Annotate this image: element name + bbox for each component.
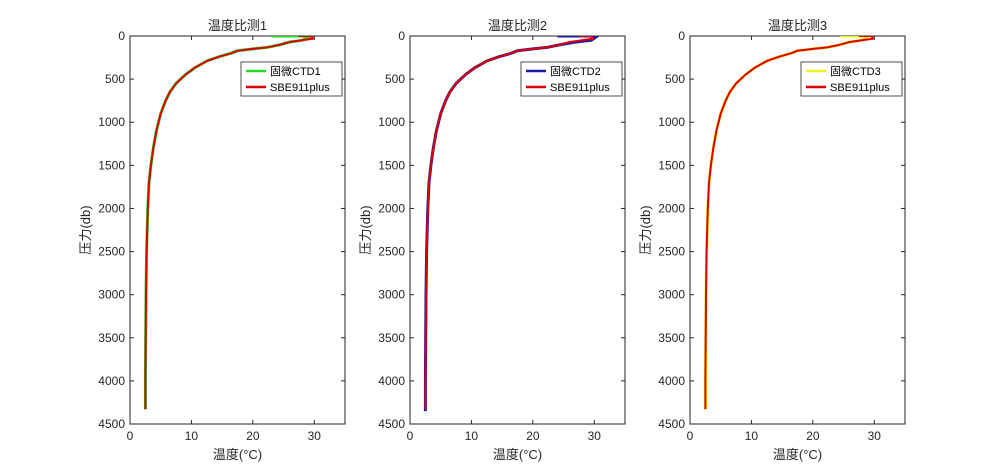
y-tick-label: 3000	[378, 288, 405, 302]
legend-box	[240, 61, 343, 97]
y-tick-label: 3000	[98, 288, 125, 302]
x-tick-label: 20	[526, 429, 540, 443]
y-tick-label: 0	[118, 29, 125, 43]
legend: 固微CTD2 SBE911plus	[520, 61, 623, 97]
y-tick-label: 500	[385, 72, 405, 86]
legend: 固微CTD3 SBE911plus	[800, 61, 903, 97]
x-tick-label: 0	[127, 429, 134, 443]
legend-label: 固微CTD3	[830, 64, 881, 78]
legend-label: SBE911plus	[270, 82, 330, 94]
y-tick-label: 4000	[378, 374, 405, 388]
x-tick-label: 10	[185, 429, 199, 443]
y-tick-label: 2500	[378, 245, 405, 259]
x-axis-label: 温度(°C)	[213, 447, 262, 462]
chart-title: 温度比测1	[208, 18, 267, 33]
legend-label: SBE911plus	[550, 82, 610, 94]
y-axis-label: 压力(db)	[638, 205, 653, 254]
y-tick-label: 0	[678, 29, 685, 43]
x-axis-label: 温度(°C)	[493, 447, 542, 462]
y-tick-label: 500	[105, 72, 125, 86]
y-tick-label: 4000	[98, 374, 125, 388]
y-tick-label: 2000	[658, 201, 685, 215]
y-tick-label: 4000	[658, 374, 685, 388]
y-tick-label: 3500	[378, 331, 405, 345]
x-tick-label: 30	[868, 429, 882, 443]
y-tick-label: 3500	[658, 331, 685, 345]
chart-title: 温度比测2	[488, 18, 547, 33]
y-tick-label: 3000	[658, 288, 685, 302]
y-axis-label: 压力(db)	[358, 205, 373, 254]
x-tick-label: 0	[407, 429, 414, 443]
y-tick-label: 1500	[378, 158, 405, 172]
series-line-sbe911plus	[424, 36, 595, 410]
y-tick-label: 1000	[98, 115, 125, 129]
x-tick-label: 10	[745, 429, 759, 443]
y-tick-label: 1500	[98, 158, 125, 172]
legend-label: 固微CTD2	[550, 64, 601, 78]
y-tick-label: 1000	[658, 115, 685, 129]
x-axis-label: 温度(°C)	[773, 447, 822, 462]
y-tick-label: 4500	[658, 417, 685, 431]
y-tick-label: 4500	[98, 417, 125, 431]
x-tick-label: 30	[308, 429, 322, 443]
chart-panel-3: 0 10 20 30 0 500 1000 1500 2000 2500 3000 3500 4000 4…	[638, 18, 906, 462]
legend-box	[520, 61, 623, 97]
y-tick-label: 2000	[98, 201, 125, 215]
x-tick-label: 20	[806, 429, 820, 443]
series-line-sbe911plus	[704, 36, 875, 410]
y-tick-label: 500	[665, 72, 685, 86]
y-tick-label: 4500	[378, 417, 405, 431]
y-tick-label: 2500	[658, 245, 685, 259]
x-tick-label: 10	[465, 429, 479, 443]
legend-label: 固微CTD1	[270, 64, 321, 78]
legend-box	[800, 61, 903, 97]
legend: 固微CTD1 SBE911plus	[240, 61, 343, 97]
y-tick-label: 3500	[98, 331, 125, 345]
y-axis-label: 压力(db)	[78, 205, 93, 254]
y-tick-label: 0	[398, 29, 405, 43]
y-tick-label: 1500	[658, 158, 685, 172]
y-tick-label: 1000	[378, 115, 405, 129]
x-tick-label: 20	[246, 429, 260, 443]
y-tick-label: 2500	[98, 245, 125, 259]
x-tick-label: 0	[687, 429, 694, 443]
chart-panel-1: 0 10 20 30 0 500 1000 1500 2000 2500 3000 3500 4000 4…	[78, 18, 346, 462]
chart-title: 温度比测3	[768, 18, 827, 33]
series-line-sbe911plus	[144, 36, 315, 410]
legend-label: SBE911plus	[830, 82, 890, 94]
x-tick-label: 30	[588, 429, 602, 443]
y-tick-label: 2000	[378, 201, 405, 215]
chart-panel-2: 0 10 20 30 0 500 1000 1500 2000 2500 3000 3500 4000 4…	[358, 18, 626, 462]
